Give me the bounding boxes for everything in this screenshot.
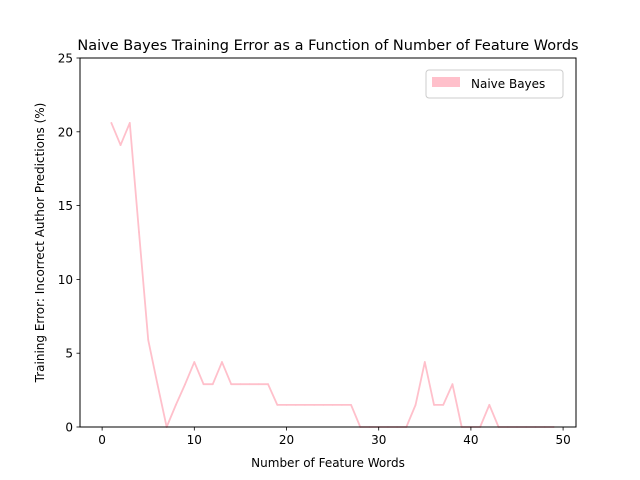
- x-tick-label: 40: [463, 433, 478, 447]
- data-point: [156, 383, 159, 386]
- y-tick-label: 20: [58, 125, 73, 139]
- data-point: [340, 403, 343, 406]
- legend-swatch-naive-bayes: [432, 77, 460, 87]
- x-tick-label: 0: [98, 433, 106, 447]
- y-tick-label: 25: [58, 52, 73, 66]
- data-point: [230, 383, 233, 386]
- x-tick-label: 20: [279, 433, 294, 447]
- data-point: [138, 231, 140, 234]
- data-point: [285, 403, 288, 406]
- data-point: [239, 383, 242, 386]
- data-point: [488, 403, 491, 406]
- x-tick-label: 10: [187, 433, 202, 447]
- data-point: [193, 361, 196, 363]
- y-tick-label: 0: [65, 421, 73, 435]
- data-point: [423, 361, 426, 363]
- y-axis-ticks: 0 5 10 15 20 25: [58, 52, 80, 435]
- data-point: [276, 403, 279, 406]
- x-axis-ticks: 0 10 20 30 40 50: [98, 427, 571, 447]
- data-point: [414, 403, 417, 406]
- data-point: [174, 403, 177, 406]
- data-point: [184, 383, 187, 386]
- data-point: [202, 383, 205, 386]
- plot-area: 0 10 20 30 40 50 0 5 10 15 20 25: [58, 52, 577, 447]
- data-point: [304, 403, 306, 406]
- data-point: [313, 403, 316, 406]
- y-tick-label: 10: [58, 273, 73, 287]
- x-tick-label: 30: [371, 433, 386, 447]
- data-point: [294, 403, 297, 406]
- data-point: [331, 403, 334, 406]
- y-tick-label: 15: [58, 199, 73, 213]
- y-tick-label: 5: [65, 347, 73, 361]
- chart-title: Naive Bayes Training Error as a Function…: [77, 38, 578, 54]
- data-point: [322, 403, 325, 406]
- x-axis-label: Number of Feature Words: [251, 456, 405, 470]
- axes-frame: [79, 57, 577, 428]
- data-point: [442, 403, 445, 406]
- legend: Naive Bayes: [425, 69, 564, 99]
- data-point: [110, 122, 113, 124]
- data-point: [119, 144, 122, 146]
- data-point: [147, 339, 150, 341]
- data-point: [451, 383, 454, 386]
- y-axis-label: Training Error: Incorrect Author Predict…: [33, 103, 47, 384]
- data-point: [248, 383, 251, 386]
- data-point: [350, 403, 352, 406]
- data-point: [267, 383, 269, 386]
- data-point: [433, 403, 435, 406]
- x-tick-label: 50: [555, 433, 570, 447]
- data-point: [128, 122, 131, 124]
- data-point: [221, 361, 223, 363]
- legend-label-naive-bayes: Naive Bayes: [471, 77, 545, 91]
- legend-box: [425, 69, 564, 99]
- data-point: [211, 383, 214, 386]
- data-point: [257, 383, 260, 386]
